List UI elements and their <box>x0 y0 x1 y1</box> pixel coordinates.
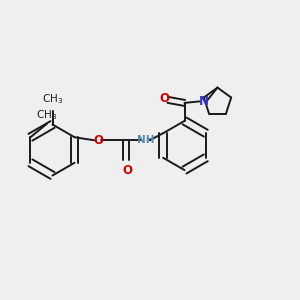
Text: CH$_3$: CH$_3$ <box>42 93 63 106</box>
Text: O: O <box>122 164 132 177</box>
Text: CH$_3$: CH$_3$ <box>36 108 58 122</box>
Text: NH: NH <box>137 135 154 145</box>
Text: N: N <box>198 95 208 108</box>
Text: O: O <box>159 92 169 105</box>
Text: O: O <box>93 134 103 147</box>
